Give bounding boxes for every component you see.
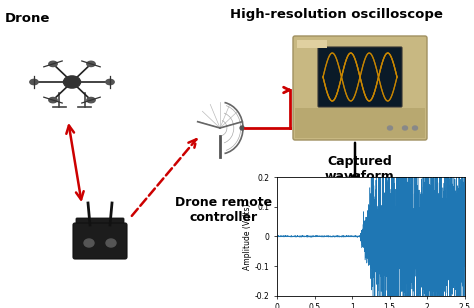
FancyBboxPatch shape: [318, 47, 402, 107]
Ellipse shape: [30, 79, 38, 85]
Ellipse shape: [64, 76, 81, 88]
Ellipse shape: [106, 79, 114, 85]
Ellipse shape: [240, 126, 244, 130]
Ellipse shape: [106, 239, 116, 247]
Ellipse shape: [49, 61, 57, 67]
Y-axis label: Amplitude (Volts): Amplitude (Volts): [243, 203, 252, 270]
Ellipse shape: [412, 126, 418, 130]
Text: Drone: Drone: [5, 12, 50, 25]
Ellipse shape: [84, 239, 94, 247]
Ellipse shape: [87, 97, 95, 103]
FancyBboxPatch shape: [293, 36, 427, 140]
Text: Drone remote
controller: Drone remote controller: [175, 196, 272, 224]
FancyBboxPatch shape: [73, 223, 127, 259]
FancyBboxPatch shape: [76, 218, 124, 228]
Ellipse shape: [402, 126, 408, 130]
Text: Captured
waveform: Captured waveform: [325, 155, 395, 183]
Bar: [297, 40, 327, 48]
Ellipse shape: [87, 61, 95, 67]
Bar: [295, 108, 425, 138]
Text: High-resolution oscilloscope: High-resolution oscilloscope: [230, 8, 443, 21]
Ellipse shape: [49, 97, 57, 103]
Ellipse shape: [388, 126, 392, 130]
